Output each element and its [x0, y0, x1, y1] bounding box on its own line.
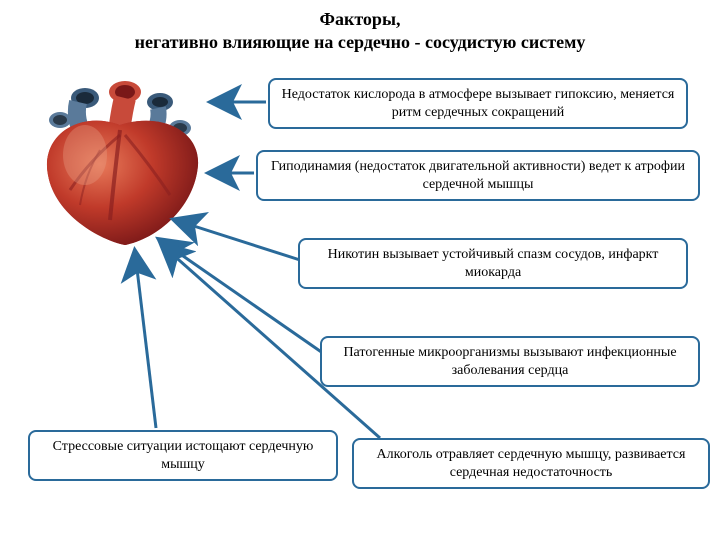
title-line1: Факторы, [320, 9, 401, 29]
factor-box-hypodynamia: Гиподинамия (недостаток двигательной акт… [256, 150, 700, 201]
factor-text: Алкоголь отравляет сердечную мышцу, разв… [377, 447, 686, 480]
factor-box-stress: Стрессовые ситуации истощают сердечную м… [28, 430, 338, 481]
page-title: Факторы, негативно влияющие на сердечно … [0, 0, 720, 59]
factor-box-oxygen: Недостаток кислорода в атмосфере вызывае… [268, 78, 688, 129]
factor-box-alcohol: Алкоголь отравляет сердечную мышцу, разв… [352, 438, 710, 489]
factor-text: Патогенные микроорганизмы вызывают инфек… [343, 345, 676, 378]
arrow-4 [135, 252, 156, 428]
heart-illustration [30, 80, 210, 250]
factor-box-nicotine: Никотин вызывает устойчивый спазм сосудо… [298, 238, 688, 289]
factor-box-pathogens: Патогенные микроорганизмы вызывают инфек… [320, 336, 700, 387]
factor-text: Никотин вызывает устойчивый спазм сосудо… [328, 247, 659, 280]
factor-text: Гиподинамия (недостаток двигательной акт… [271, 159, 685, 192]
title-line2: негативно влияющие на сердечно - сосудис… [135, 32, 586, 52]
factor-text: Стрессовые ситуации истощают сердечную м… [53, 439, 314, 472]
factor-text: Недостаток кислорода в атмосфере вызывае… [282, 87, 675, 120]
